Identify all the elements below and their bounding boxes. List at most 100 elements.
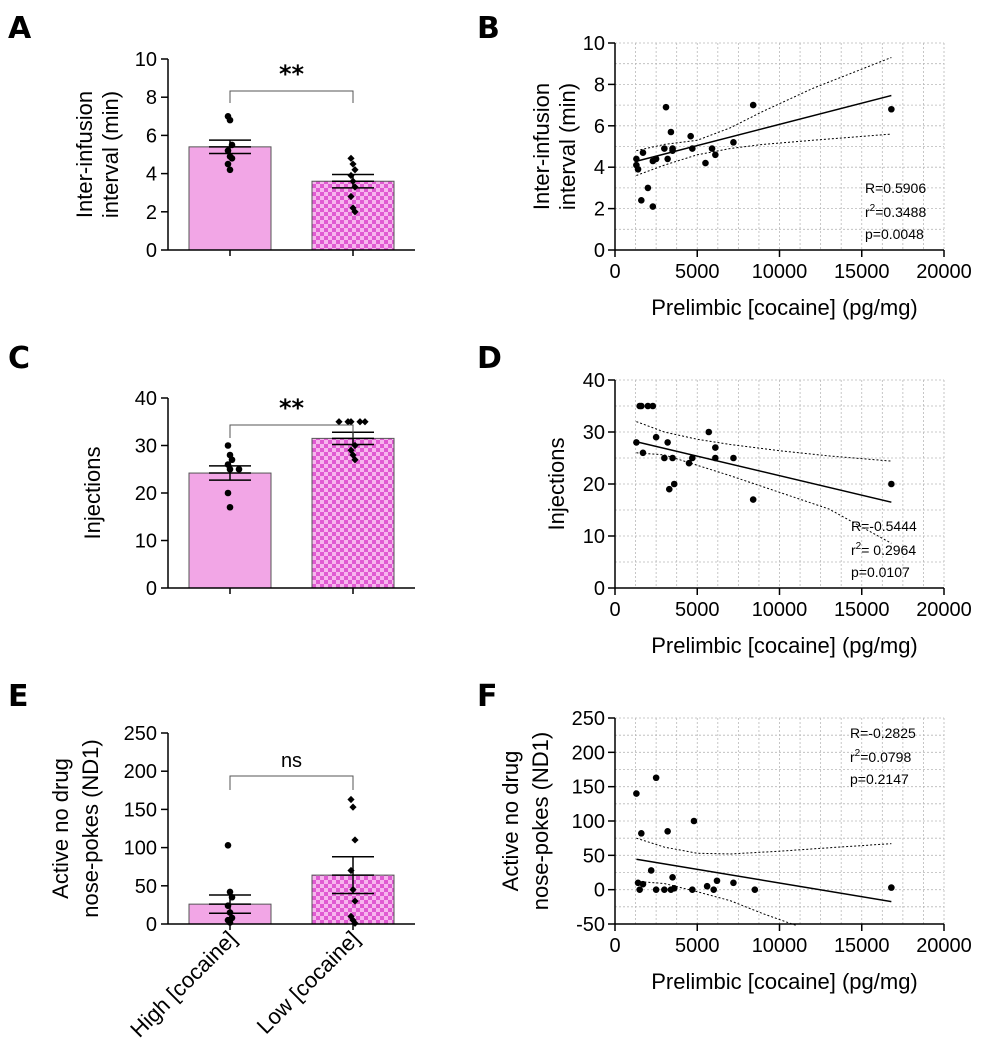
data-point: [751, 886, 759, 893]
data-point: [224, 147, 232, 154]
y-tick-label: 100: [124, 838, 157, 860]
data-point: [644, 402, 652, 410]
significance-label: **: [279, 60, 305, 88]
data-point: [347, 795, 355, 804]
y-tick-label: 0: [146, 240, 157, 262]
data-point: [633, 155, 640, 163]
x-tick-label: 15000: [834, 935, 890, 957]
significance-bracket: [229, 775, 354, 790]
data-point: [644, 184, 652, 192]
data-point: [664, 828, 671, 835]
data-point: [228, 155, 236, 162]
data-point: [689, 886, 696, 893]
stat-r: R=-0.2825: [850, 725, 916, 741]
confidence-band-upper: [636, 837, 892, 855]
data-point: [730, 139, 737, 146]
data-point: [690, 817, 698, 825]
stat-p: p=0.0048: [865, 226, 924, 242]
data-point: [652, 433, 660, 441]
data-point: [652, 155, 660, 163]
y-axis-label: Inter-infusion: [72, 91, 97, 218]
x-tick-label: 0: [609, 935, 620, 957]
data-point: [349, 160, 357, 168]
data-point: [349, 177, 357, 185]
data-point: [664, 439, 671, 446]
data-point: [235, 465, 243, 473]
data-point: [228, 893, 236, 901]
data-point: [636, 886, 643, 893]
data-point: [356, 418, 364, 426]
panel-a: A 0 2 4 6 8 10 ** Inter-infusion interval (min): [8, 11, 415, 262]
y-axis-label: nose-pokes (ND1): [78, 739, 103, 918]
data-point: [226, 909, 234, 916]
y-tick-label: -50: [576, 914, 605, 936]
data-point: [638, 402, 645, 410]
y-axis-label: Inter-infusion: [529, 83, 554, 210]
bar-low: [311, 180, 395, 251]
data-point: [661, 454, 668, 462]
y-axis-label: Injections: [544, 438, 569, 531]
y-axis-label: interval (min): [555, 83, 580, 210]
y-tick-label: 20: [583, 474, 605, 496]
y-axis-label: Active no drug: [498, 751, 523, 892]
x-tick-label: 10000: [752, 599, 808, 621]
x-tick-label: 5000: [675, 261, 720, 283]
stat-r2-base: r: [851, 542, 856, 558]
data-point: [687, 132, 694, 140]
data-point: [669, 147, 676, 154]
data-point: [664, 155, 671, 163]
data-point: [638, 830, 645, 837]
y-tick-label: 0: [146, 914, 157, 936]
data-point: [639, 880, 647, 888]
x-axis-label: Prelimbic [cocaine] (pg/mg): [651, 969, 918, 994]
stat-r2: r2=0.0798: [850, 748, 911, 765]
data-point: [349, 916, 357, 924]
data-point: [226, 465, 234, 473]
x-axis-label: Prelimbic [cocaine] (pg/mg): [651, 295, 918, 320]
y-tick-label: 250: [572, 708, 605, 730]
y-tick-label: 50: [583, 845, 605, 867]
data-point: [710, 886, 717, 893]
data-point: [351, 166, 359, 174]
x-tick-label: 5000: [675, 599, 720, 621]
y-tick-label: 100: [572, 811, 605, 833]
confidence-band-lower: [636, 880, 797, 926]
data-point: [344, 418, 352, 426]
data-point: [689, 145, 696, 152]
stat-r: R=0.5906: [865, 180, 926, 196]
panel-letter: E: [8, 679, 29, 714]
stat-r2-exp: 2: [856, 541, 862, 552]
data-point: [888, 480, 895, 488]
data-point: [226, 888, 234, 896]
stat-r2-value: = 0.2964: [861, 542, 916, 558]
x-tick-label: 15000: [834, 599, 890, 621]
data-point: [633, 439, 640, 446]
data-point: [705, 428, 713, 436]
data-point: [888, 105, 895, 113]
x-axis-label: Prelimbic [cocaine] (pg/mg): [651, 633, 918, 658]
data-point: [702, 159, 709, 167]
data-point: [713, 877, 721, 885]
significance-bracket: [229, 424, 354, 438]
stat-r2-base: r: [850, 749, 855, 765]
x-tick-label: 20000: [916, 261, 972, 283]
y-tick-label: 40: [135, 388, 157, 410]
stat-p: p=0.2147: [850, 771, 909, 787]
data-point: [351, 836, 359, 844]
data-point: [351, 208, 359, 216]
stat-r: R=-0.5444: [851, 518, 917, 534]
y-tick-label: 2: [146, 202, 157, 224]
data-point: [226, 116, 234, 124]
y-tick-label: 4: [146, 164, 157, 186]
significance-label: ns: [281, 750, 302, 772]
data-point: [347, 866, 355, 875]
data-point: [347, 192, 355, 201]
y-tick-label: 150: [572, 777, 605, 799]
y-axis-label: interval (min): [98, 91, 123, 218]
confidence-band-upper: [636, 421, 892, 462]
y-axis-label: Active no drug: [48, 758, 73, 899]
data-point: [351, 919, 359, 927]
data-point: [639, 149, 647, 157]
data-point: [347, 912, 355, 920]
data-point: [649, 203, 657, 210]
